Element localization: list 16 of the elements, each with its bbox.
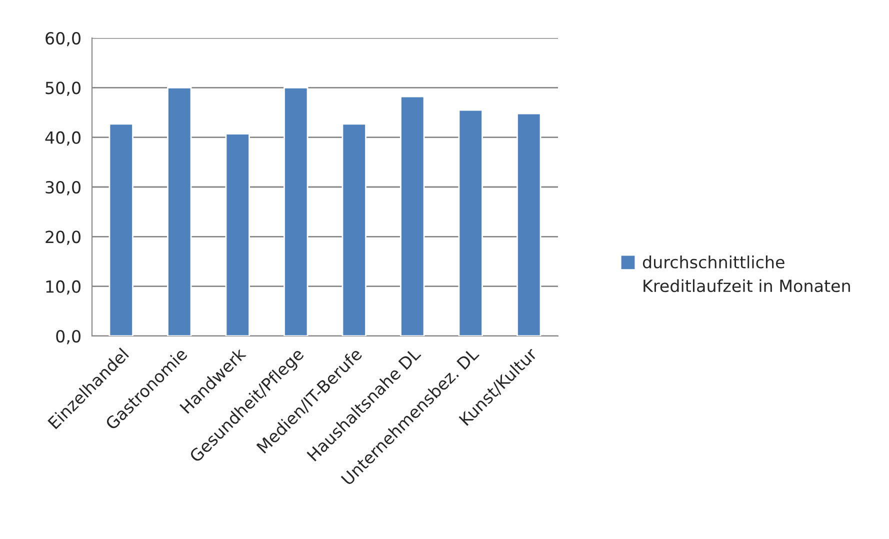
y-tick-label: 30,0	[46, 180, 80, 196]
y-tick-label: 40,0	[45, 131, 80, 146]
y-tick-label: 50,0	[46, 82, 80, 96]
bar	[516, 112, 542, 336]
bar	[400, 96, 425, 336]
bar	[342, 123, 366, 336]
y-tick-label: 10,0	[46, 280, 80, 295]
legend-label: durchschnittliche Kreditlaufzeit in Monaten	[642, 256, 850, 292]
bar	[225, 133, 250, 336]
bar	[108, 123, 134, 336]
y-tick-label: 0,0	[56, 330, 80, 344]
bar	[458, 109, 483, 336]
bar	[167, 86, 192, 336]
y-tick-label: 60,0	[46, 32, 80, 46]
bar	[284, 86, 308, 336]
y-tick-label: 20,0	[46, 230, 80, 245]
